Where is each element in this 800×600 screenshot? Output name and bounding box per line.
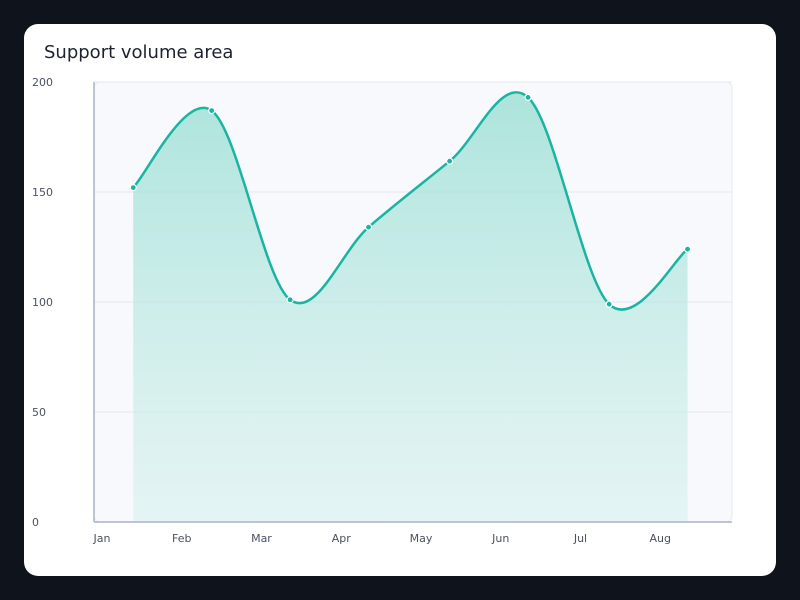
- data-points: [129, 93, 692, 308]
- series-line: [132, 91, 689, 311]
- data-point-2: [286, 296, 294, 304]
- x-tick-apr: Apr: [332, 532, 352, 545]
- data-point-4: [446, 157, 454, 165]
- y-tick-labels: 0 50 100 150 200: [32, 76, 53, 529]
- x-tick-jun: Jun: [491, 532, 509, 545]
- y-tick-50: 50: [32, 406, 46, 419]
- series-area: [133, 92, 688, 523]
- x-tick-may: May: [410, 532, 433, 545]
- x-tick-aug: Aug: [649, 532, 670, 545]
- data-point-5: [524, 93, 532, 102]
- x-tick-feb: Feb: [172, 532, 191, 545]
- x-tick-jul: Jul: [573, 532, 587, 545]
- chart-card: Support volume area 0 50 100 150 200 Jan Feb M…: [24, 24, 776, 576]
- y-tick-100: 100: [32, 296, 53, 309]
- data-point-1: [208, 106, 216, 115]
- y-tick-150: 150: [32, 186, 53, 199]
- chart-title: Support volume area: [44, 42, 234, 63]
- data-point-0: [129, 184, 137, 192]
- y-tick-0: 0: [32, 516, 39, 529]
- y-tick-200: 200: [32, 76, 53, 89]
- data-point-7: [683, 245, 692, 253]
- data-point-3: [364, 223, 373, 231]
- x-tick-mar: Mar: [251, 532, 272, 545]
- x-tick-labels: Jan Feb Mar Apr May Jun Jul Aug: [92, 532, 670, 545]
- data-point-6: [605, 300, 613, 308]
- area-chart: 0 50 100 150 200 Jan Feb Mar Apr May Jun Jul Aug: [32, 76, 733, 545]
- x-tick-jan: Jan: [92, 532, 110, 545]
